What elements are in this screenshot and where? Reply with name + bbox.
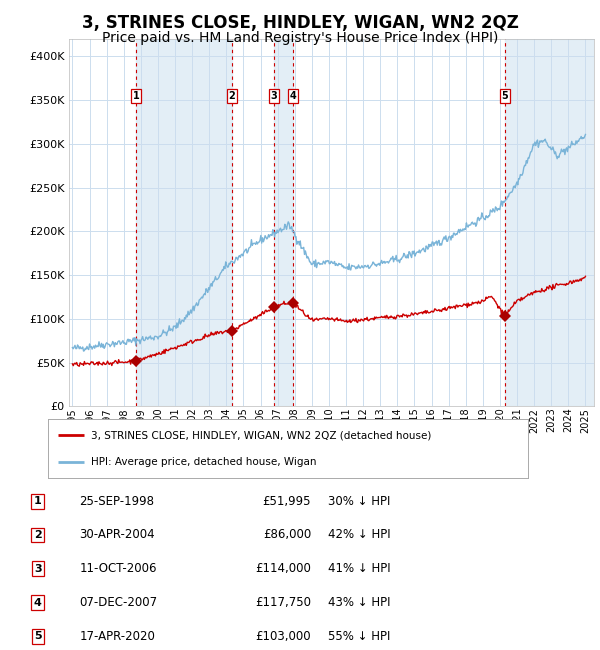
Text: 3: 3 [34, 564, 41, 574]
Text: 17-APR-2020: 17-APR-2020 [79, 630, 155, 643]
Text: £114,000: £114,000 [255, 562, 311, 575]
Bar [274, 39, 293, 406]
Text: 42% ↓ HPI: 42% ↓ HPI [328, 528, 390, 541]
Bar [505, 39, 594, 406]
Text: 1: 1 [133, 91, 140, 101]
Text: 30-APR-2004: 30-APR-2004 [79, 528, 155, 541]
Text: £51,995: £51,995 [263, 495, 311, 508]
Text: 4: 4 [290, 91, 297, 101]
Text: 07-DEC-2007: 07-DEC-2007 [79, 596, 157, 609]
Text: 30% ↓ HPI: 30% ↓ HPI [328, 495, 390, 508]
Bar [136, 39, 232, 406]
Text: 3, STRINES CLOSE, HINDLEY, WIGAN, WN2 2QZ (detached house): 3, STRINES CLOSE, HINDLEY, WIGAN, WN2 2Q… [91, 430, 431, 440]
Text: 3, STRINES CLOSE, HINDLEY, WIGAN, WN2 2QZ: 3, STRINES CLOSE, HINDLEY, WIGAN, WN2 2Q… [82, 14, 518, 32]
Text: 41% ↓ HPI: 41% ↓ HPI [328, 562, 390, 575]
Text: 11-OCT-2006: 11-OCT-2006 [79, 562, 157, 575]
Text: 55% ↓ HPI: 55% ↓ HPI [328, 630, 390, 643]
Text: HPI: Average price, detached house, Wigan: HPI: Average price, detached house, Wiga… [91, 457, 317, 467]
Text: £117,750: £117,750 [255, 596, 311, 609]
Text: 3: 3 [271, 91, 277, 101]
Text: 1: 1 [34, 496, 41, 506]
Text: 4: 4 [34, 597, 42, 608]
Text: Price paid vs. HM Land Registry's House Price Index (HPI): Price paid vs. HM Land Registry's House … [102, 31, 498, 45]
Text: 5: 5 [34, 631, 41, 642]
Text: 5: 5 [502, 91, 508, 101]
Text: 2: 2 [229, 91, 235, 101]
Text: 43% ↓ HPI: 43% ↓ HPI [328, 596, 390, 609]
Text: 2: 2 [34, 530, 41, 540]
Text: £103,000: £103,000 [256, 630, 311, 643]
Text: £86,000: £86,000 [263, 528, 311, 541]
Text: 25-SEP-1998: 25-SEP-1998 [79, 495, 154, 508]
